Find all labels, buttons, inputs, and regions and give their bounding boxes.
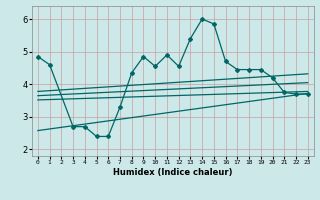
X-axis label: Humidex (Indice chaleur): Humidex (Indice chaleur): [113, 168, 233, 177]
